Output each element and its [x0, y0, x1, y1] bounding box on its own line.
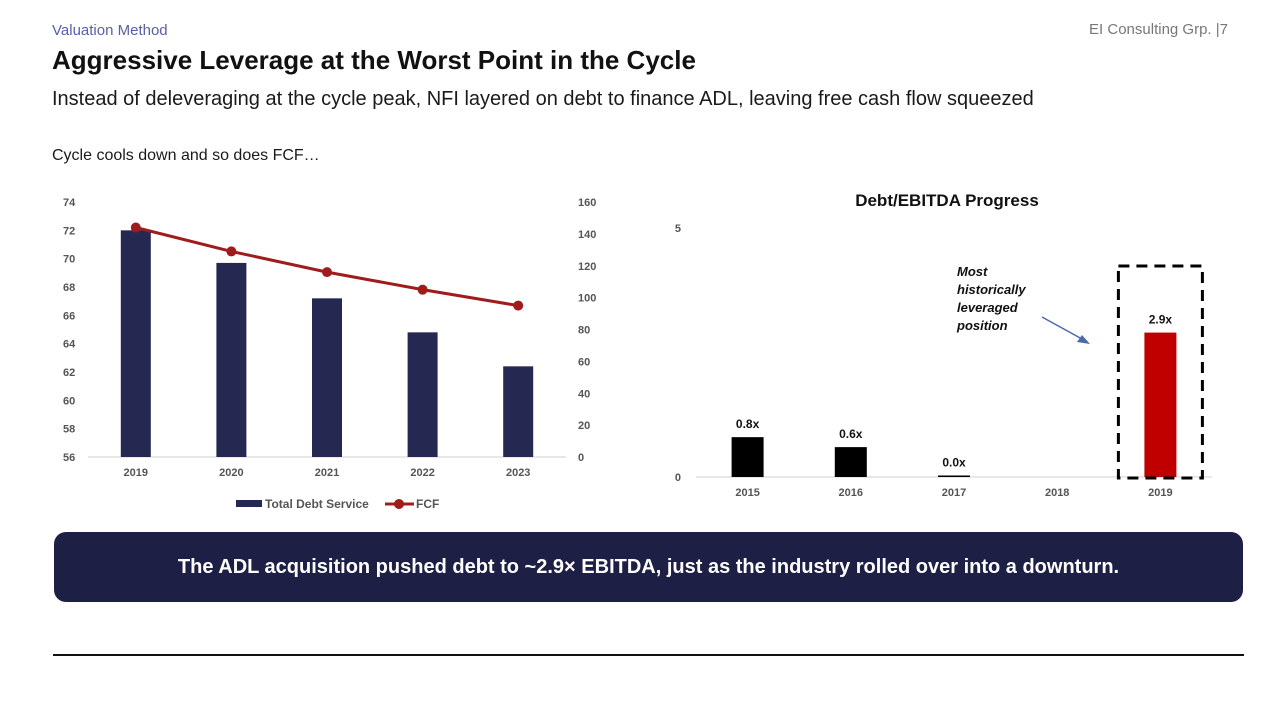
x-axis-tick-label: 2019 [124, 467, 148, 479]
x-axis-tick-label: 2017 [942, 487, 966, 499]
right-axis-tick-label: 60 [578, 356, 590, 368]
left-axis-tick-label: 66 [63, 310, 75, 322]
legend-debt-service-label: Total Debt Service [265, 497, 369, 511]
footer-rule [53, 654, 1244, 656]
left-axis-tick-label: 56 [63, 452, 75, 464]
x-axis-tick-label: 2020 [219, 467, 243, 479]
annotation-text: historically [957, 282, 1026, 297]
fcf-point [513, 300, 524, 311]
section-label: Valuation Method [52, 22, 168, 39]
x-axis-tick-label: 2019 [1148, 487, 1172, 499]
debt-ebitda-bar [1144, 332, 1177, 477]
fcf-point [130, 222, 141, 233]
x-axis-tick-label: 2016 [839, 487, 863, 499]
firm-page-number: EI Consulting Grp. |7 [1089, 21, 1228, 38]
fcf-point [322, 267, 332, 278]
left-axis-tick-label: 58 [63, 424, 75, 436]
legend-fcf-label: FCF [416, 497, 439, 511]
y-axis-tick-label: 0 [675, 472, 681, 484]
right-axis-tick-label: 20 [578, 420, 590, 432]
debt-ebitda-bar [834, 447, 867, 477]
fcf-point [417, 284, 428, 295]
chart-title: Debt/EBITDA Progress [855, 191, 1039, 210]
right-axis-tick-label: 120 [578, 261, 596, 273]
debt-ebitda-bar [938, 475, 970, 477]
left-axis-tick-label: 70 [63, 254, 75, 266]
section-caption: Cycle cools down and so does FCF… [52, 147, 320, 164]
takeaway-text: The ADL acquisition pushed debt to ~2.9×… [177, 555, 1120, 578]
data-label: 2.9x [1149, 313, 1173, 327]
right-axis-tick-label: 100 [578, 293, 596, 305]
left-axis-tick-label: 60 [63, 395, 75, 407]
x-axis-tick-label: 2023 [506, 467, 530, 479]
debt-service-bar [216, 262, 247, 457]
takeaway-banner: The ADL acquisition pushed debt to ~2.9×… [54, 532, 1243, 602]
right-axis-tick-label: 0 [578, 452, 584, 464]
annotation-arrow-head [1077, 335, 1090, 344]
debt-service-bar [120, 230, 151, 457]
slide-subtitle: Instead of deleveraging at the cycle pea… [52, 88, 1034, 110]
data-label: 0.6x [839, 427, 863, 441]
left-axis-tick-label: 62 [63, 367, 75, 379]
debt-service-bar [503, 366, 534, 457]
left-axis-tick-label: 72 [63, 225, 75, 237]
debt-service-bar [407, 332, 438, 457]
x-axis-tick-label: 2018 [1045, 487, 1069, 499]
annotation-text: leveraged [957, 300, 1019, 315]
debt-service-bar [312, 298, 342, 457]
debt-ebitda-bar [731, 437, 764, 477]
x-axis-tick-label: 2021 [315, 467, 339, 479]
right-axis-tick-label: 40 [578, 388, 590, 400]
slide-title: Aggressive Leverage at the Worst Point i… [52, 45, 696, 75]
data-label: 0.8x [736, 417, 760, 431]
x-axis-tick-label: 2015 [735, 487, 759, 499]
x-axis-tick-label: 2022 [410, 467, 434, 479]
fcf-point [226, 246, 237, 257]
right-axis-tick-label: 140 [578, 229, 596, 241]
right-axis-tick-label: 160 [578, 197, 596, 209]
annotation-arrow-line [1041, 316, 1083, 340]
left-axis-tick-label: 68 [63, 282, 75, 294]
right-axis-tick-label: 80 [578, 325, 590, 337]
left-axis-tick-label: 74 [63, 197, 76, 209]
y-axis-tick-label: 5 [675, 223, 681, 235]
legend-debt-service-swatch [236, 500, 262, 507]
left-axis-tick-label: 64 [63, 339, 76, 351]
annotation-text: position [956, 318, 1008, 333]
data-label: 0.0x [942, 456, 966, 470]
annotation-text: Most [957, 264, 988, 279]
legend-fcf-marker [394, 499, 404, 509]
highlight-dashed-box [1116, 264, 1204, 480]
